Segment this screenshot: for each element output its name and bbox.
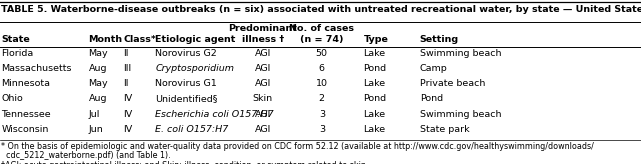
Text: Skin: Skin xyxy=(253,94,273,103)
Text: 50: 50 xyxy=(316,49,328,58)
Text: Lake: Lake xyxy=(363,49,386,58)
Text: cdc_5212_waterborne.pdf) (and Table 1).: cdc_5212_waterborne.pdf) (and Table 1). xyxy=(1,151,171,160)
Text: State park: State park xyxy=(420,125,469,134)
Text: Norovirus G1: Norovirus G1 xyxy=(155,79,217,88)
Text: Lake: Lake xyxy=(363,110,386,119)
Text: Class*: Class* xyxy=(123,35,156,44)
Text: Pond: Pond xyxy=(363,94,387,103)
Text: Aug: Aug xyxy=(88,94,107,103)
Text: Month: Month xyxy=(88,35,122,44)
Text: AGI: AGI xyxy=(254,110,271,119)
Text: Massachusetts: Massachusetts xyxy=(1,64,72,73)
Text: May: May xyxy=(88,49,108,58)
Text: (n = 74): (n = 74) xyxy=(300,35,344,44)
Text: State: State xyxy=(1,35,30,44)
Text: May: May xyxy=(88,79,108,88)
Text: Type: Type xyxy=(363,35,388,44)
Text: Pond: Pond xyxy=(363,64,387,73)
Text: E. coli O157:H7: E. coli O157:H7 xyxy=(155,125,228,134)
Text: Predominant: Predominant xyxy=(228,24,297,33)
Text: Lake: Lake xyxy=(363,125,386,134)
Text: 3: 3 xyxy=(319,110,325,119)
Text: Norovirus G2: Norovirus G2 xyxy=(155,49,217,58)
Text: * On the basis of epidemiologic and water-quality data provided on CDC form 52.1: * On the basis of epidemiologic and wate… xyxy=(1,142,594,151)
Text: Cryptosporidium: Cryptosporidium xyxy=(155,64,234,73)
Text: III: III xyxy=(123,64,131,73)
Text: illness †: illness † xyxy=(242,35,284,44)
Text: Camp: Camp xyxy=(420,64,447,73)
Text: 2: 2 xyxy=(319,94,325,103)
Text: 10: 10 xyxy=(316,79,328,88)
Text: Aug: Aug xyxy=(88,64,107,73)
Text: AGI: AGI xyxy=(254,125,271,134)
Text: Jul: Jul xyxy=(88,110,100,119)
Text: Jun: Jun xyxy=(88,125,103,134)
Text: IV: IV xyxy=(123,125,132,134)
Text: Unidentified§: Unidentified§ xyxy=(155,94,217,103)
Text: Wisconsin: Wisconsin xyxy=(1,125,49,134)
Text: Private beach: Private beach xyxy=(420,79,485,88)
Text: †AGI: acute gastrointestinal illness; and Skin: illness, condition, or symptom r: †AGI: acute gastrointestinal illness; an… xyxy=(1,161,369,164)
Text: II: II xyxy=(123,49,129,58)
Text: TABLE 5. Waterborne-disease outbreaks (n = six) associated with untreated recrea: TABLE 5. Waterborne-disease outbreaks (n… xyxy=(1,5,641,14)
Text: IV: IV xyxy=(123,94,132,103)
Text: Minnesota: Minnesota xyxy=(1,79,50,88)
Text: 3: 3 xyxy=(319,125,325,134)
Text: Lake: Lake xyxy=(363,79,386,88)
Text: Swimming beach: Swimming beach xyxy=(420,49,501,58)
Text: No. of cases: No. of cases xyxy=(289,24,354,33)
Text: II: II xyxy=(123,79,129,88)
Text: Pond: Pond xyxy=(420,94,443,103)
Text: 6: 6 xyxy=(319,64,325,73)
Text: Ohio: Ohio xyxy=(1,94,23,103)
Text: Florida: Florida xyxy=(1,49,33,58)
Text: Swimming beach: Swimming beach xyxy=(420,110,501,119)
Text: Escherichia coli O157:H7: Escherichia coli O157:H7 xyxy=(155,110,274,119)
Text: AGI: AGI xyxy=(254,64,271,73)
Text: Tennessee: Tennessee xyxy=(1,110,51,119)
Text: IV: IV xyxy=(123,110,132,119)
Text: Setting: Setting xyxy=(420,35,459,44)
Text: Etiologic agent: Etiologic agent xyxy=(155,35,235,44)
Text: AGI: AGI xyxy=(254,79,271,88)
Text: AGI: AGI xyxy=(254,49,271,58)
